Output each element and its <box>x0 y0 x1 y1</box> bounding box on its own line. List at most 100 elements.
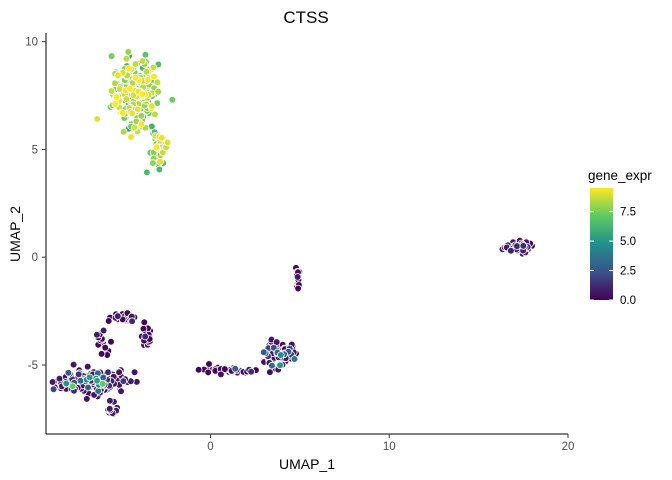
cell-point <box>143 168 151 177</box>
cell-point <box>163 138 172 147</box>
cell-point <box>114 71 122 80</box>
points-layer <box>48 48 536 418</box>
cell-point <box>266 368 274 376</box>
cell-point <box>115 368 123 377</box>
cell-point <box>125 64 133 73</box>
cell-point <box>156 158 164 166</box>
cell-point <box>128 317 136 326</box>
cell-point <box>118 109 127 117</box>
cell-point <box>114 312 122 320</box>
y-tick-label: 5 <box>32 144 38 156</box>
cell-point <box>151 110 159 119</box>
cell-point <box>105 404 114 413</box>
cell-point <box>107 52 116 60</box>
cell-point <box>101 343 109 352</box>
cell-point <box>276 351 285 359</box>
cell-point <box>204 368 213 377</box>
cell-point <box>99 326 108 335</box>
cell-point <box>64 368 73 377</box>
legend-title: gene_expr <box>588 168 652 183</box>
cell-point <box>97 350 106 358</box>
cell-point <box>231 364 240 373</box>
x-tick-label: 20 <box>562 441 575 453</box>
cell-point <box>507 246 515 255</box>
cell-point <box>93 376 101 385</box>
cell-point <box>122 95 131 103</box>
ticks: 0 10 20 -5 0 5 10 <box>25 37 574 453</box>
cell-point <box>128 109 137 118</box>
colorbar-legend: gene_expr 0.0 2.5 5.0 7.5 <box>588 168 652 307</box>
cell-point <box>131 73 140 82</box>
cell-point <box>130 123 139 132</box>
cell-point <box>140 318 149 327</box>
colorbar-tick-label: 0.0 <box>620 295 636 307</box>
cell-point <box>194 365 203 374</box>
cell-point <box>293 273 302 281</box>
colorbar-tick-label: 7.5 <box>620 207 636 219</box>
cell-point <box>69 360 78 369</box>
cell-point <box>117 387 125 396</box>
cell-point <box>119 127 128 136</box>
cell-point <box>104 317 113 325</box>
cell-point <box>290 355 299 363</box>
cell-point <box>150 72 158 81</box>
cell-point <box>268 361 276 370</box>
cell-point <box>519 242 528 250</box>
cell-point <box>144 76 152 84</box>
cell-point <box>111 79 119 87</box>
cell-point <box>134 105 142 113</box>
y-tick-label: -5 <box>28 360 38 372</box>
cell-point <box>513 242 521 250</box>
cell-point <box>94 387 102 395</box>
cell-point <box>141 332 150 341</box>
colorbar-tick-label: 2.5 <box>620 266 636 278</box>
cell-point <box>93 115 101 123</box>
cell-point <box>83 362 92 371</box>
cell-point <box>138 90 147 99</box>
cell-point <box>131 60 140 68</box>
cell-point <box>124 48 133 56</box>
cell-point <box>112 93 121 101</box>
cell-point <box>148 102 156 110</box>
cell-point <box>83 395 91 403</box>
cell-point <box>205 360 213 368</box>
x-axis-title: UMAP_1 <box>279 456 335 472</box>
cell-point <box>294 284 302 293</box>
cell-point <box>76 376 85 385</box>
cell-point <box>149 159 157 167</box>
cell-point <box>55 374 64 383</box>
y-tick-label: 10 <box>25 37 38 49</box>
cell-point <box>48 378 57 386</box>
y-tick-label: 0 <box>32 252 38 264</box>
cell-point <box>221 365 229 373</box>
colorbar-tick-label: 5.0 <box>620 236 636 248</box>
cell-point <box>93 330 101 339</box>
axes <box>45 33 568 435</box>
cell-point <box>107 337 115 346</box>
cell-point <box>119 377 128 385</box>
x-tick-label: 10 <box>383 441 396 453</box>
cell-point <box>49 385 58 394</box>
cell-point <box>84 383 92 392</box>
cell-point <box>152 143 161 151</box>
cell-point <box>104 368 112 377</box>
cell-point <box>276 361 284 370</box>
cell-point <box>149 63 158 72</box>
cell-point <box>158 134 166 142</box>
cell-point <box>153 78 162 87</box>
cell-point <box>259 348 268 357</box>
chart-title: CTSS <box>283 8 328 27</box>
cell-point <box>155 165 164 174</box>
cell-point <box>142 68 151 76</box>
cell-point <box>137 112 146 120</box>
colorbar <box>590 188 613 300</box>
cell-point <box>62 379 71 388</box>
cell-point <box>126 85 134 93</box>
cell-point <box>111 100 119 108</box>
cell-point <box>130 368 139 377</box>
cell-point <box>138 57 147 65</box>
cell-point <box>141 50 150 59</box>
cell-point <box>107 87 116 95</box>
cell-point <box>68 382 77 391</box>
